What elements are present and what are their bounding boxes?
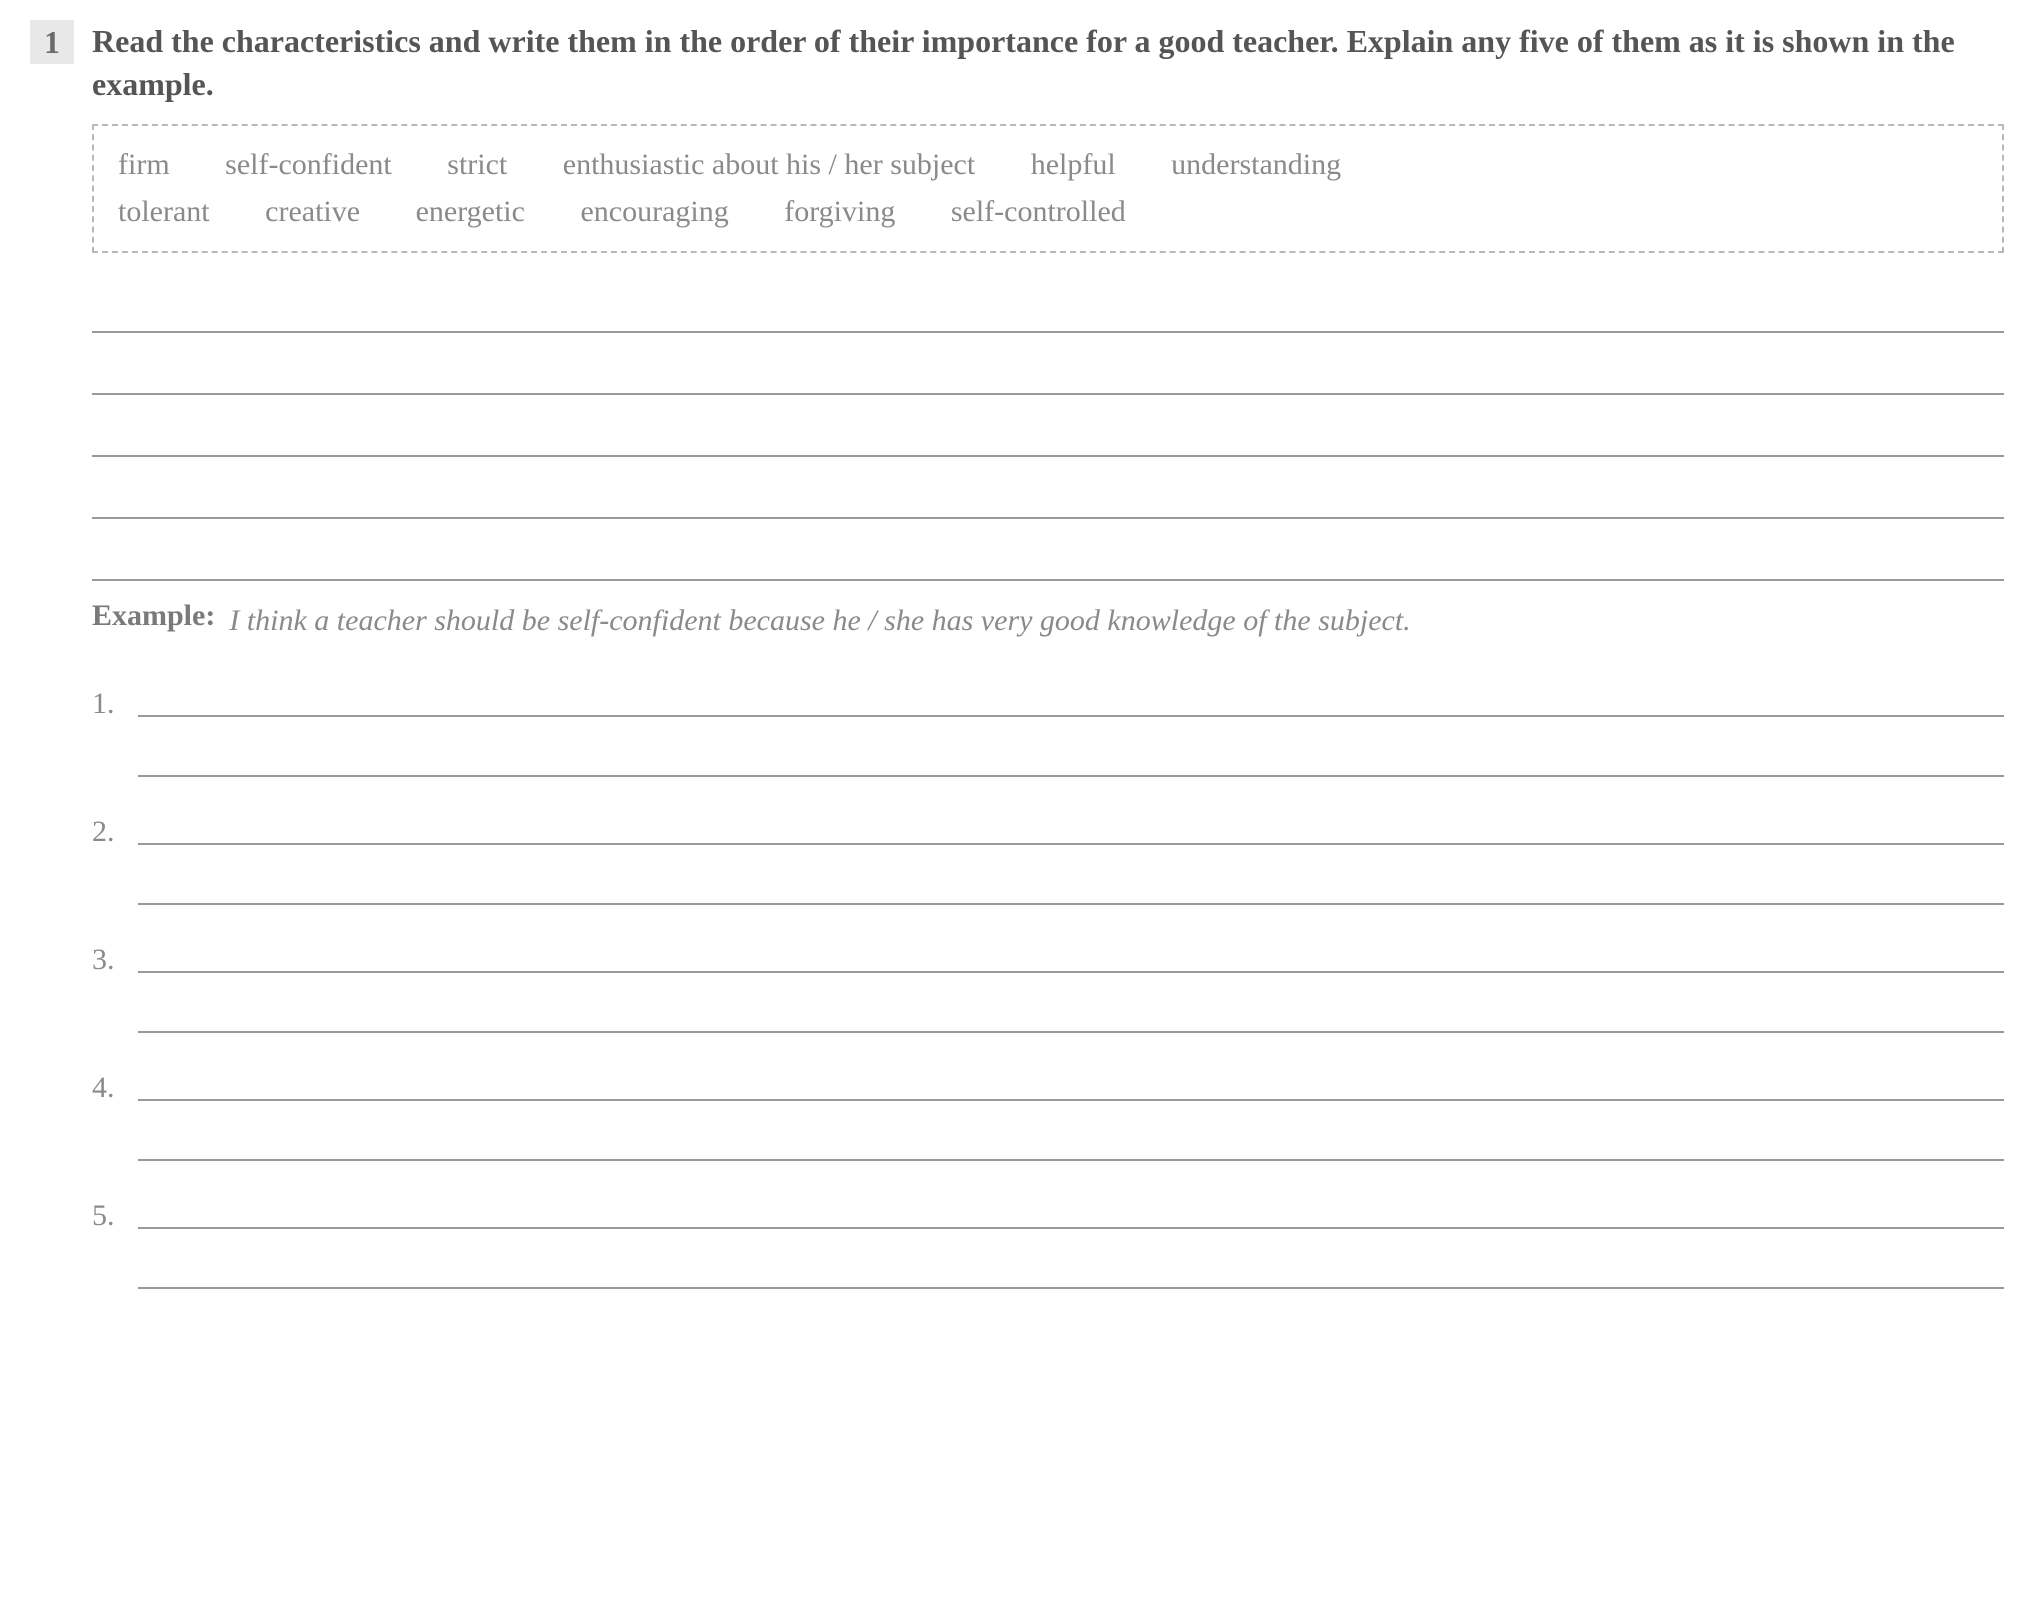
word-item: tolerant — [118, 189, 210, 236]
blank-line[interactable] — [92, 529, 2004, 581]
word-item: creative — [265, 189, 360, 236]
answer-line[interactable] — [138, 793, 2004, 845]
list-item: 3. — [92, 921, 2004, 1041]
word-item: understanding — [1171, 142, 1341, 189]
word-item: strict — [447, 142, 507, 189]
word-item: energetic — [416, 189, 525, 236]
question-instruction: Read the characteristics and write them … — [92, 20, 2014, 106]
list-item: 5. — [92, 1177, 2004, 1297]
item-lines — [138, 921, 2004, 1041]
answer-line[interactable] — [138, 1237, 2004, 1289]
ordering-blank-lines — [92, 281, 2004, 581]
example-text: I think a teacher should be self-confide… — [229, 599, 1410, 643]
word-item: enthusiastic about his / her subject — [563, 142, 975, 189]
answer-line[interactable] — [138, 981, 2004, 1033]
word-item: helpful — [1031, 142, 1116, 189]
content-area: firm self-confident strict enthusiastic … — [92, 124, 2004, 1297]
blank-line[interactable] — [92, 343, 2004, 395]
item-lines — [138, 1049, 2004, 1169]
word-item: forgiving — [784, 189, 895, 236]
question-number: 1 — [30, 20, 74, 64]
answer-line[interactable] — [138, 853, 2004, 905]
answer-line[interactable] — [138, 921, 2004, 973]
example-block: Example: I think a teacher should be sel… — [92, 599, 2004, 643]
blank-line[interactable] — [92, 467, 2004, 519]
word-bank: firm self-confident strict enthusiastic … — [92, 124, 2004, 253]
item-number: 5. — [92, 1177, 120, 1233]
answer-line[interactable] — [138, 665, 2004, 717]
item-lines — [138, 1177, 2004, 1297]
word-item: self-confident — [225, 142, 392, 189]
list-item: 4. — [92, 1049, 2004, 1169]
numbered-answer-list: 1. 2. 3. 4. — [92, 665, 2004, 1297]
word-item: firm — [118, 142, 170, 189]
blank-line[interactable] — [92, 281, 2004, 333]
answer-line[interactable] — [138, 1109, 2004, 1161]
answer-line[interactable] — [138, 1177, 2004, 1229]
blank-line[interactable] — [92, 405, 2004, 457]
list-item: 1. — [92, 665, 2004, 785]
item-number: 3. — [92, 921, 120, 977]
list-item: 2. — [92, 793, 2004, 913]
answer-line[interactable] — [138, 725, 2004, 777]
item-lines — [138, 793, 2004, 913]
item-number: 1. — [92, 665, 120, 721]
answer-line[interactable] — [138, 1049, 2004, 1101]
item-number: 2. — [92, 793, 120, 849]
example-label: Example: — [92, 599, 215, 633]
item-number: 4. — [92, 1049, 120, 1105]
word-item: encouraging — [580, 189, 728, 236]
item-lines — [138, 665, 2004, 785]
question-header: 1 Read the characteristics and write the… — [30, 20, 2014, 106]
word-item: self-controlled — [951, 189, 1126, 236]
